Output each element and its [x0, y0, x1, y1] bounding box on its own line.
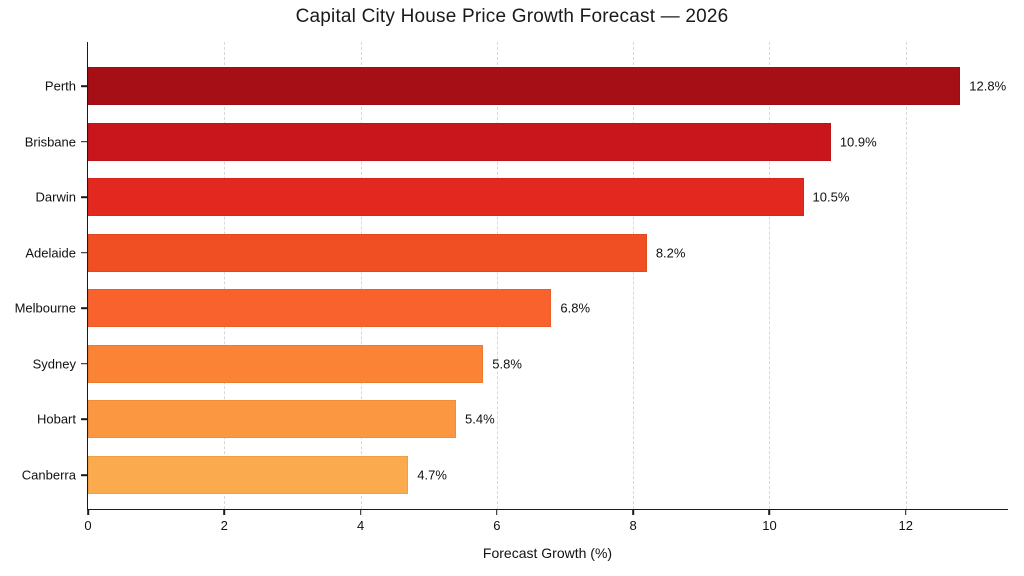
bar-row: Perth 12.8% — [45, 67, 1008, 105]
bar-row: Melbourne 6.8% — [15, 289, 1008, 328]
y-tick — [81, 418, 88, 421]
bar-row: Sydney 5.8% — [33, 344, 1008, 383]
x-tick-label: 8 — [629, 518, 637, 533]
x-tick — [768, 509, 771, 515]
bar — [88, 455, 409, 494]
chart-title: Capital City House Price Growth Forecast… — [295, 6, 729, 27]
x-tick — [87, 509, 89, 515]
value-label: 5.4% — [465, 411, 495, 427]
x-tick-label: 2 — [220, 518, 228, 533]
category-label: Sydney — [32, 356, 76, 372]
x-tick — [632, 509, 634, 515]
gridline — [905, 42, 907, 509]
bar — [88, 178, 804, 217]
value-label: 8.2% — [655, 245, 686, 261]
value-label: 6.8% — [560, 300, 591, 316]
y-tick — [81, 307, 88, 310]
bar-row: Brisbane 10.9% — [25, 122, 1008, 161]
gridline — [360, 42, 362, 509]
bar-row: Darwin 10.5% — [36, 178, 1008, 217]
x-tick — [496, 509, 498, 515]
category-label: Perth — [44, 78, 76, 94]
y-tick — [81, 140, 88, 143]
value-label: 10.5% — [812, 189, 850, 205]
plot-area: 0 2 4 6 8 10 12 Perth 12.8% Brisbane 10.9% Darwin 10… — [15, 42, 1008, 533]
x-tick — [904, 509, 907, 515]
bar — [88, 344, 484, 383]
x-tick-label: 0 — [84, 518, 92, 533]
x-tick-label: 6 — [493, 518, 501, 533]
bar — [88, 289, 552, 328]
y-tick — [81, 196, 88, 198]
gridline — [224, 42, 226, 509]
gridline — [496, 42, 498, 509]
value-label: 5.8% — [492, 356, 522, 372]
bar — [88, 122, 831, 161]
bar — [88, 233, 647, 272]
bar — [88, 400, 456, 439]
x-tick — [223, 509, 226, 515]
x-tick-label: 4 — [356, 518, 365, 533]
x-tick-label: 12 — [898, 518, 913, 533]
bar-row: Canberra 4.7% — [22, 455, 1008, 494]
category-label: Melbourne — [14, 300, 76, 316]
y-tick — [81, 474, 88, 476]
gridline — [769, 42, 771, 509]
bar — [88, 67, 961, 105]
bar-row: Hobart 5.4% — [37, 400, 1008, 439]
category-label: Darwin — [35, 189, 76, 205]
y-tick — [81, 363, 88, 365]
x-tick — [359, 509, 362, 515]
y-tick — [81, 251, 88, 254]
category-label: Hobart — [36, 411, 76, 427]
category-label: Adelaide — [25, 245, 76, 261]
x-tick-label: 10 — [762, 518, 777, 533]
gridline — [633, 42, 635, 509]
value-label: 10.9% — [839, 134, 877, 150]
value-label: 4.7% — [417, 467, 447, 483]
value-label: 12.8% — [969, 78, 1007, 94]
x-axis-label: Forecast Growth (%) — [482, 545, 613, 561]
y-tick — [81, 85, 88, 87]
category-label: Canberra — [21, 467, 76, 483]
category-label: Brisbane — [24, 134, 76, 150]
bar-row: Adelaide 8.2% — [25, 233, 1008, 272]
